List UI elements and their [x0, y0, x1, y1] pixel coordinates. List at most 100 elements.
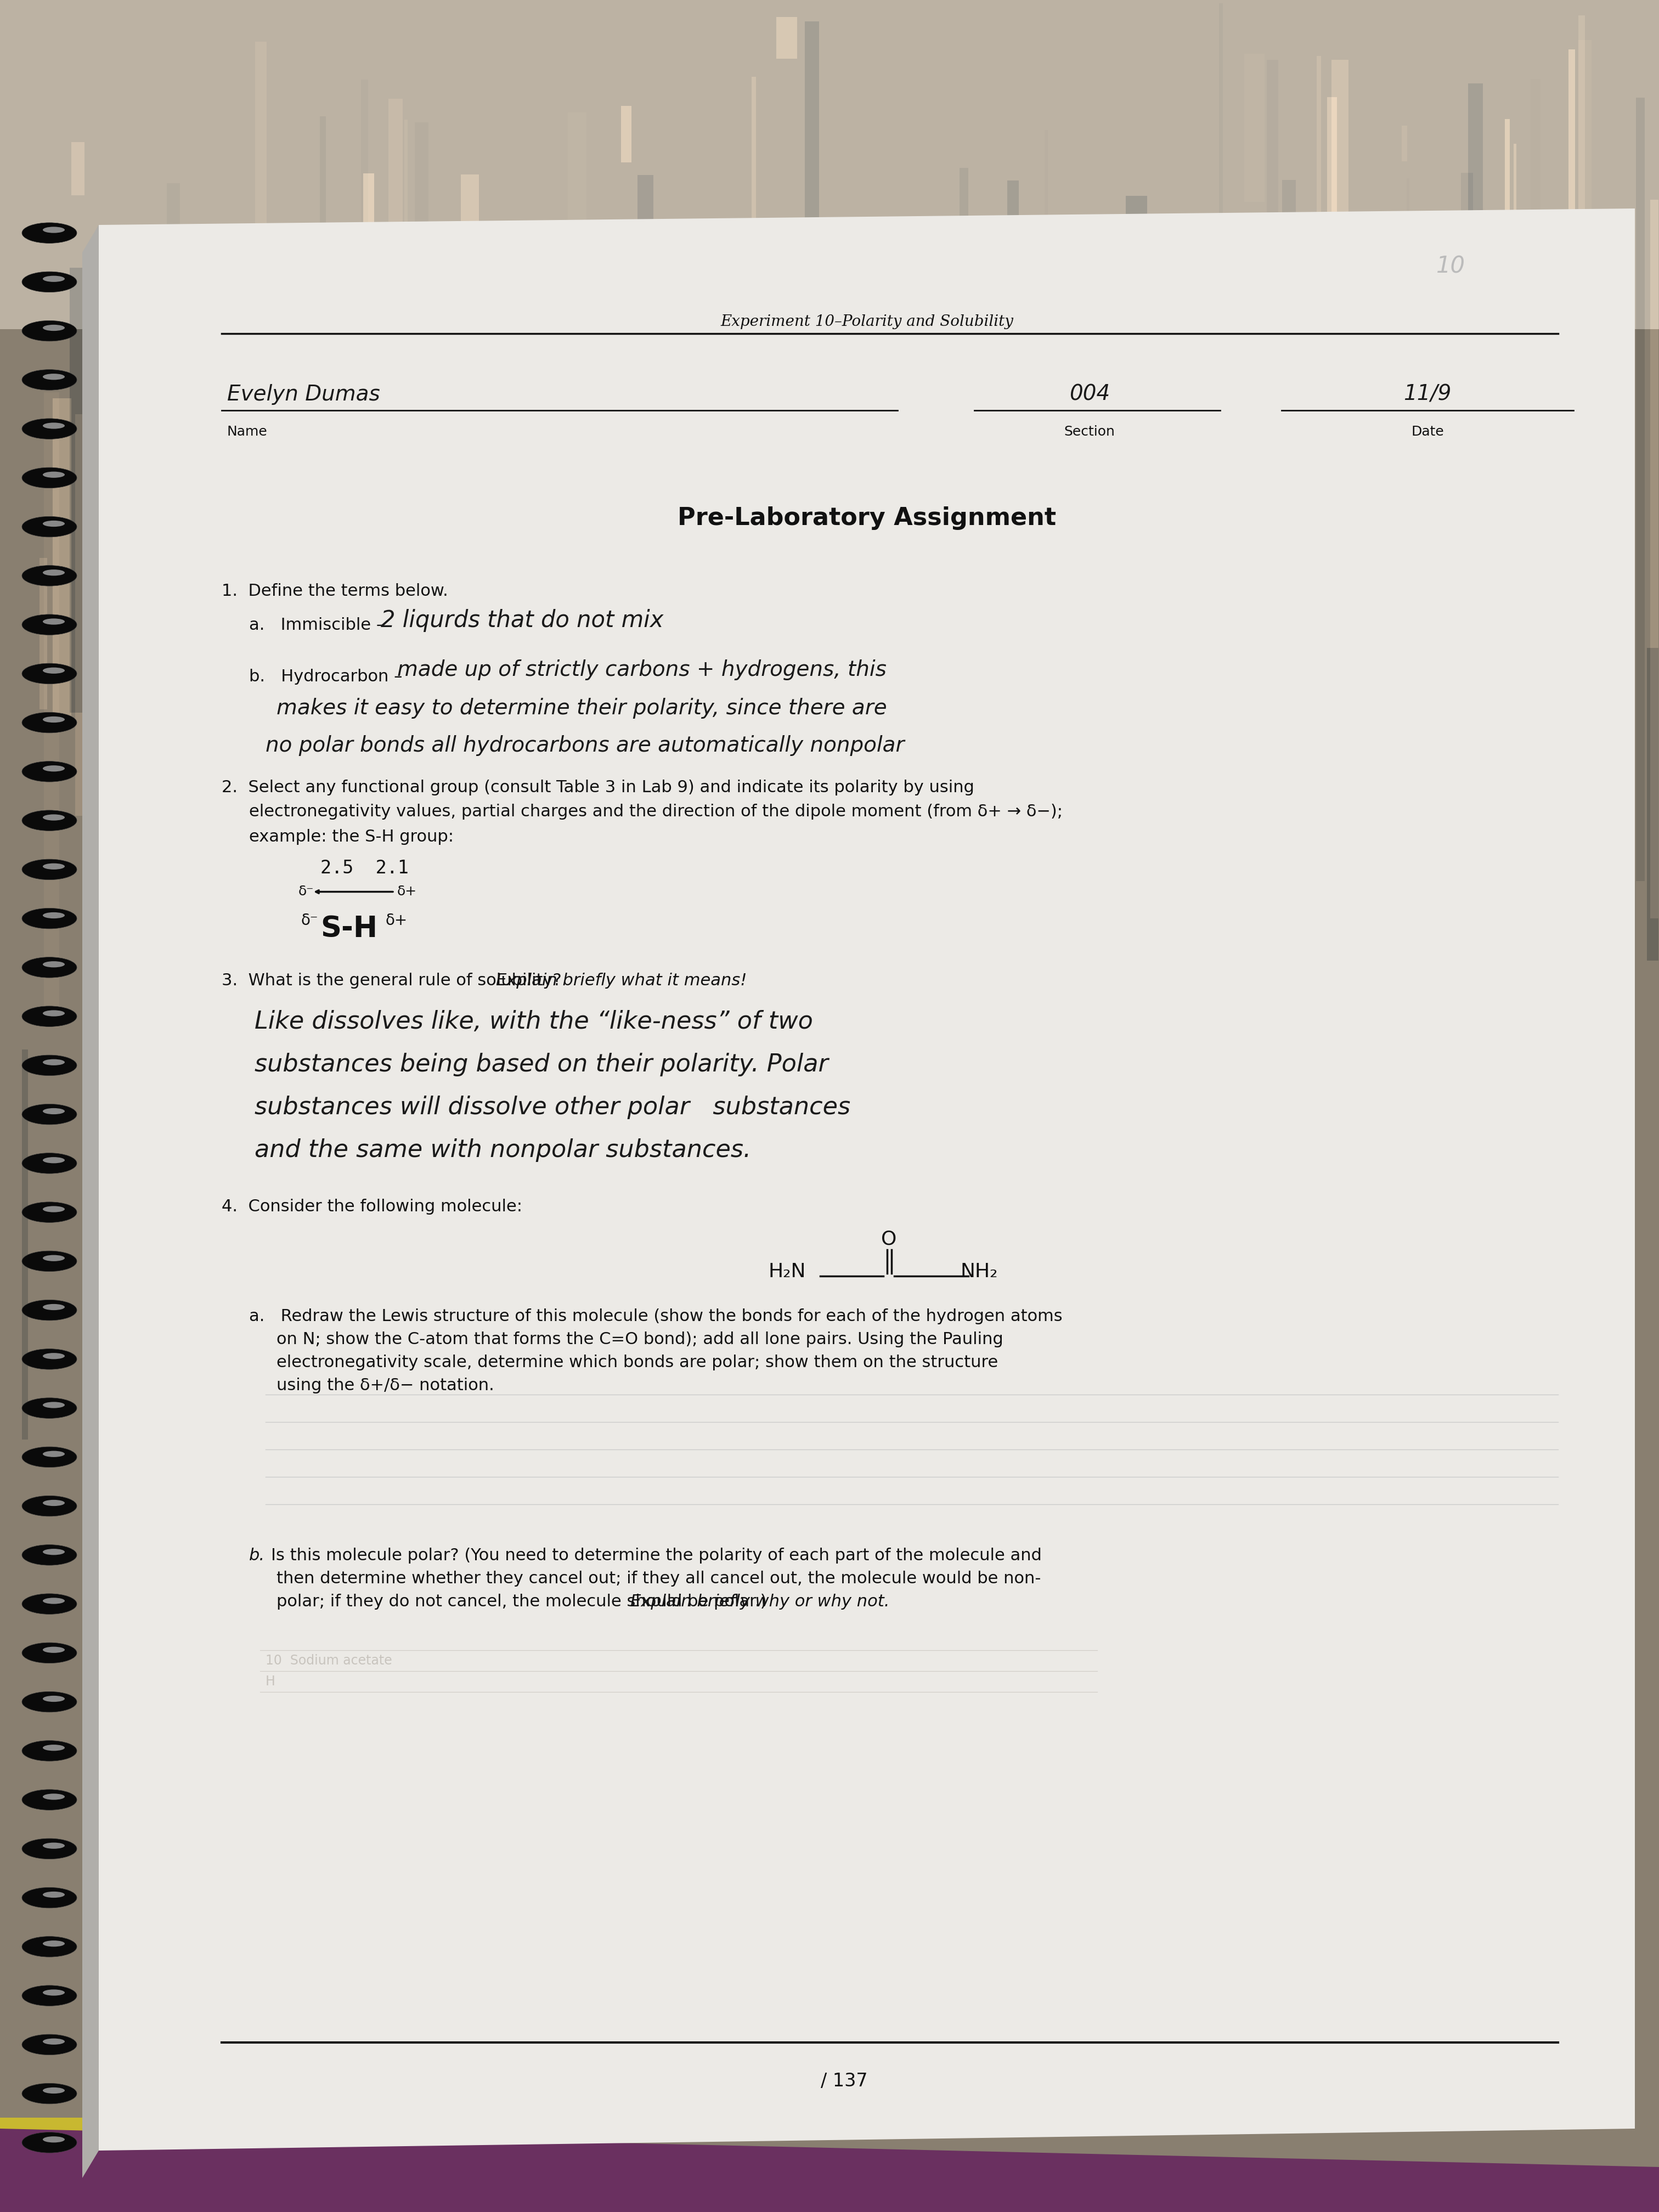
- Ellipse shape: [22, 1152, 76, 1175]
- Ellipse shape: [22, 566, 76, 586]
- Ellipse shape: [43, 1940, 65, 1947]
- Text: b.   Hydrocarbon –: b. Hydrocarbon –: [249, 668, 403, 686]
- Text: δ⁻: δ⁻: [299, 885, 314, 898]
- Ellipse shape: [22, 2084, 76, 2104]
- Text: S-H: S-H: [320, 914, 378, 942]
- Text: H₂N: H₂N: [768, 1263, 806, 1281]
- Text: b.: b.: [249, 1548, 265, 1564]
- Ellipse shape: [22, 1398, 76, 1418]
- Ellipse shape: [22, 761, 76, 781]
- Ellipse shape: [43, 863, 65, 869]
- Text: Name: Name: [227, 425, 267, 438]
- Text: 11/9: 11/9: [1404, 383, 1452, 405]
- Ellipse shape: [43, 520, 65, 526]
- Ellipse shape: [43, 325, 65, 332]
- Text: example: the S-H group:: example: the S-H group:: [249, 830, 453, 845]
- Ellipse shape: [22, 369, 76, 389]
- Ellipse shape: [22, 2132, 76, 2152]
- Ellipse shape: [22, 1201, 76, 1223]
- Text: δ⁻: δ⁻: [302, 914, 319, 929]
- Ellipse shape: [43, 1108, 65, 1115]
- Ellipse shape: [43, 619, 65, 624]
- Text: Explain briefly what it means!: Explain briefly what it means!: [496, 973, 747, 989]
- Text: no polar bonds all hydrocarbons are automatically nonpolar: no polar bonds all hydrocarbons are auto…: [265, 734, 904, 757]
- Text: Like dissolves like, with the “like-ness” of two: Like dissolves like, with the “like-ness…: [254, 1011, 813, 1033]
- Text: polar; if they do not cancel, the molecule should be polar.): polar; if they do not cancel, the molecu…: [277, 1595, 771, 1610]
- Ellipse shape: [22, 1741, 76, 1761]
- Text: δ+: δ+: [397, 885, 416, 898]
- Polygon shape: [83, 226, 100, 2179]
- Text: electronegativity scale, determine which bonds are polar; show them on the struc: electronegativity scale, determine which…: [277, 1354, 999, 1371]
- Ellipse shape: [43, 1646, 65, 1652]
- Text: 4.  Consider the following molecule:: 4. Consider the following molecule:: [222, 1199, 523, 1214]
- Text: made up of strictly carbons + hydrogens, this: made up of strictly carbons + hydrogens,…: [397, 659, 886, 679]
- Ellipse shape: [22, 664, 76, 684]
- Ellipse shape: [43, 568, 65, 575]
- Text: Section: Section: [1063, 425, 1115, 438]
- Text: δ+: δ+: [385, 914, 406, 929]
- Text: Date: Date: [1412, 425, 1443, 438]
- Ellipse shape: [43, 1354, 65, 1358]
- Text: Pre-Laboratory Assignment: Pre-Laboratory Assignment: [677, 507, 1057, 529]
- Text: Is this molecule polar? (You need to determine the polarity of each part of the : Is this molecule polar? (You need to det…: [270, 1548, 1042, 1564]
- Ellipse shape: [22, 467, 76, 489]
- Ellipse shape: [43, 1305, 65, 1310]
- Ellipse shape: [22, 1447, 76, 1467]
- Ellipse shape: [22, 1006, 76, 1026]
- Text: on N; show the C-atom that forms the C=O bond); add all lone pairs. Using the Pa: on N; show the C-atom that forms the C=O…: [277, 1332, 1004, 1347]
- Ellipse shape: [43, 1500, 65, 1506]
- Ellipse shape: [43, 668, 65, 675]
- Ellipse shape: [43, 1745, 65, 1752]
- Text: 004: 004: [1068, 383, 1110, 405]
- Ellipse shape: [22, 223, 76, 243]
- Ellipse shape: [43, 228, 65, 232]
- Ellipse shape: [22, 1104, 76, 1124]
- Text: H: H: [265, 1674, 275, 1688]
- Text: O: O: [881, 1230, 896, 1248]
- Ellipse shape: [22, 2035, 76, 2055]
- Ellipse shape: [22, 1349, 76, 1369]
- Ellipse shape: [22, 1936, 76, 1958]
- Text: substances will dissolve other polar   substances: substances will dissolve other polar sub…: [254, 1095, 851, 1119]
- Ellipse shape: [22, 1252, 76, 1272]
- Ellipse shape: [43, 471, 65, 478]
- Ellipse shape: [43, 1697, 65, 1701]
- Ellipse shape: [43, 2137, 65, 2143]
- Ellipse shape: [22, 958, 76, 978]
- Ellipse shape: [43, 717, 65, 723]
- Ellipse shape: [43, 1060, 65, 1066]
- Ellipse shape: [43, 1451, 65, 1458]
- Text: a.   Redraw the Lewis structure of this molecule (show the bonds for each of the: a. Redraw the Lewis structure of this mo…: [249, 1310, 1062, 1325]
- Polygon shape: [0, 2117, 319, 2212]
- Ellipse shape: [43, 2039, 65, 2044]
- Ellipse shape: [22, 321, 76, 341]
- Text: using the δ+/δ− notation.: using the δ+/δ− notation.: [277, 1378, 494, 1394]
- Ellipse shape: [22, 1544, 76, 1566]
- Text: 2.5  2.1: 2.5 2.1: [320, 858, 408, 876]
- Ellipse shape: [22, 1644, 76, 1663]
- Ellipse shape: [43, 1011, 65, 1015]
- Ellipse shape: [22, 712, 76, 732]
- Ellipse shape: [43, 1891, 65, 1898]
- Ellipse shape: [22, 1887, 76, 1909]
- Ellipse shape: [43, 1206, 65, 1212]
- Text: Experiment 10–Polarity and Solubility: Experiment 10–Polarity and Solubility: [720, 314, 1014, 330]
- Ellipse shape: [43, 374, 65, 380]
- Ellipse shape: [43, 765, 65, 772]
- Ellipse shape: [43, 1157, 65, 1164]
- Text: then determine whether they cancel out; if they all cancel out, the molecule wou: then determine whether they cancel out; …: [277, 1571, 1040, 1586]
- Ellipse shape: [22, 615, 76, 635]
- Text: 2.  Select any functional group (consult Table 3 in Lab 9) and indicate its pola: 2. Select any functional group (consult …: [222, 779, 974, 794]
- Ellipse shape: [22, 1986, 76, 2006]
- Ellipse shape: [22, 1055, 76, 1075]
- Ellipse shape: [22, 418, 76, 440]
- Ellipse shape: [43, 1843, 65, 1849]
- Text: and the same with nonpolar substances.: and the same with nonpolar substances.: [254, 1139, 752, 1161]
- Text: electronegativity values, partial charges and the direction of the dipole moment: electronegativity values, partial charge…: [249, 803, 1063, 821]
- Text: 3.  What is the general rule of solubility?: 3. What is the general rule of solubilit…: [222, 973, 567, 989]
- Text: NH₂: NH₂: [961, 1263, 997, 1281]
- Text: 1.  Define the terms below.: 1. Define the terms below.: [222, 584, 448, 599]
- Polygon shape: [0, 2128, 1659, 2212]
- Ellipse shape: [43, 814, 65, 821]
- Ellipse shape: [22, 1790, 76, 1809]
